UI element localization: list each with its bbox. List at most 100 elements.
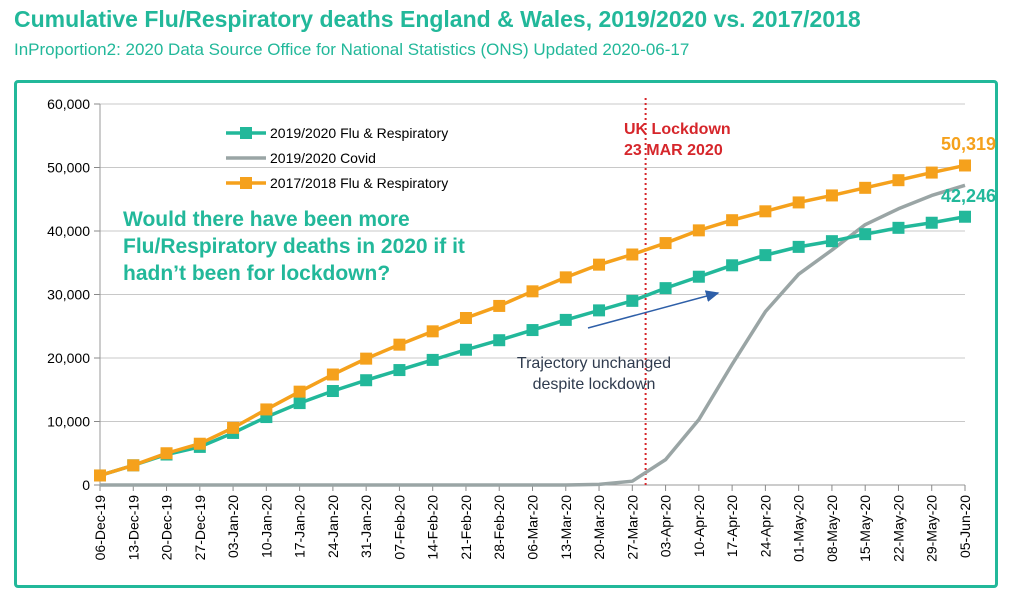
data-point-flu_2019	[459, 343, 472, 356]
x-tick-label: 20-Mar-20	[591, 495, 607, 560]
lockdown-label: UK Lockdown	[624, 121, 731, 138]
data-point-flu_2019	[626, 294, 639, 307]
x-axis-ticks: 06-Dec-19 13-Dec-19 20-Dec-19 27-Dec-19 03-J…	[92, 485, 973, 562]
question-text: Flu/Respiratory deaths in 2020 if it	[123, 235, 465, 258]
series-line-covid	[100, 183, 966, 487]
data-point-flu_2017	[193, 437, 206, 450]
x-tick-label: 27-Mar-20	[624, 495, 640, 560]
data-point-flu_2017	[593, 258, 606, 271]
x-tick-label: 05-Jun-20	[957, 495, 973, 558]
data-point-flu_2017	[127, 459, 140, 472]
data-point-flu_2017	[925, 166, 938, 179]
y-tick-label: 30,000	[47, 287, 90, 303]
data-point-flu_2019	[526, 324, 539, 337]
data-point-flu_2019	[759, 249, 772, 262]
data-point-flu_2019	[426, 353, 439, 366]
lockdown-date-label: 23 MAR 2020	[624, 142, 723, 159]
y-tick-label: 20,000	[47, 350, 90, 366]
y-tick-label: 60,000	[47, 96, 90, 112]
x-tick-label: 03-Apr-20	[658, 495, 674, 557]
x-tick-label: 17-Jan-20	[292, 495, 308, 558]
data-point-flu_2017	[426, 325, 439, 338]
y-tick-label: 50,000	[47, 160, 90, 176]
x-tick-label: 31-Jan-20	[358, 495, 374, 558]
data-point-flu_2019	[959, 210, 971, 223]
legend-marker-flu_2019	[240, 127, 252, 139]
data-point-flu_2019	[593, 304, 606, 317]
data-point-flu_2019	[293, 397, 306, 410]
data-point-flu_2019	[360, 374, 373, 387]
legend-marker-flu_2017	[240, 177, 252, 189]
x-tick-label: 13-Mar-20	[558, 495, 574, 560]
data-point-flu_2017	[726, 214, 739, 227]
data-point-flu_2019	[559, 313, 572, 326]
x-tick-label: 06-Dec-19	[92, 495, 108, 561]
data-point-flu_2019	[859, 228, 872, 241]
trajectory-arrow	[587, 290, 720, 329]
y-axis-ticks: 0 10,000 20,000 30,000 40,000 50,000 60,000	[47, 96, 90, 493]
data-point-flu_2017	[326, 368, 339, 381]
y-tick-label: 10,000	[47, 414, 90, 430]
x-tick-label: 21-Feb-20	[458, 495, 474, 560]
x-tick-label: 24-Apr-20	[757, 495, 773, 557]
question-text: Would there have been more	[123, 208, 410, 231]
data-point-flu_2017	[692, 224, 705, 237]
data-point-flu_2017	[393, 338, 406, 351]
x-tick-label: 29-May-20	[924, 495, 940, 562]
data-point-flu_2017	[626, 248, 639, 261]
x-tick-label: 14-Feb-20	[425, 495, 441, 560]
data-point-flu_2017	[892, 174, 905, 187]
legend-label-covid: 2019/2020 Covid	[270, 150, 376, 166]
x-tick-label: 06-Mar-20	[525, 495, 541, 560]
annotations: UK Lockdown 23 MAR 2020 Would there have b…	[123, 121, 996, 393]
x-tick-label: 07-Feb-20	[391, 495, 407, 560]
data-point-flu_2017	[792, 196, 805, 209]
trajectory-label: despite lockdown	[533, 376, 656, 393]
data-point-flu_2017	[959, 159, 971, 172]
data-point-flu_2017	[360, 352, 373, 365]
data-point-flu_2019	[726, 259, 739, 272]
x-tick-label: 01-May-20	[791, 495, 807, 562]
x-tick-label: 22-May-20	[890, 495, 906, 562]
y-tick-label: 0	[82, 477, 90, 493]
data-point-flu_2017	[559, 271, 572, 284]
data-point-flu_2017	[493, 299, 506, 312]
x-tick-label: 17-Apr-20	[724, 495, 740, 557]
series-group	[94, 159, 971, 487]
data-point-flu_2019	[692, 270, 705, 283]
data-point-flu_2017	[825, 189, 838, 202]
x-tick-label: 15-May-20	[857, 495, 873, 562]
chart-title: Cumulative Flu/Respiratory deaths Englan…	[14, 6, 861, 32]
x-tick-label: 03-Jan-20	[225, 495, 241, 558]
data-point-flu_2019	[326, 385, 339, 398]
legend-label-flu_2017: 2017/2018 Flu & Respiratory	[270, 175, 448, 191]
data-point-flu_2019	[792, 240, 805, 253]
chart-frame	[14, 80, 998, 588]
data-point-flu_2019	[393, 364, 406, 377]
x-tick-label: 27-Dec-19	[192, 495, 208, 561]
end-label-2017: 50,319	[941, 134, 996, 154]
x-tick-label: 10-Jan-20	[258, 495, 274, 558]
data-point-flu_2017	[759, 205, 772, 218]
data-point-flu_2017	[260, 403, 273, 416]
data-point-flu_2017	[859, 181, 872, 194]
data-point-flu_2019	[825, 235, 838, 248]
trajectory-label: Trajectory unchanged	[517, 355, 671, 372]
data-point-flu_2017	[659, 237, 672, 250]
data-point-flu_2019	[659, 282, 672, 295]
x-tick-label: 08-May-20	[824, 495, 840, 562]
data-point-flu_2019	[493, 334, 506, 347]
data-point-flu_2019	[925, 216, 938, 229]
data-point-flu_2017	[293, 385, 306, 398]
chart-subtitle: InProportion2: 2020 Data Source Office f…	[14, 40, 690, 59]
question-text: hadn’t been for lockdown?	[123, 262, 390, 285]
data-point-flu_2017	[160, 447, 173, 460]
legend: 2019/2020 Flu & Respiratory 2019/2020 Cov…	[226, 125, 448, 191]
legend-label-flu_2019: 2019/2020 Flu & Respiratory	[270, 125, 448, 141]
x-tick-label: 13-Dec-19	[125, 495, 141, 561]
x-tick-label: 20-Dec-19	[159, 495, 175, 561]
x-tick-label: 10-Apr-20	[691, 495, 707, 557]
data-point-flu_2017	[526, 285, 539, 298]
end-label-2019: 42,246	[941, 186, 996, 206]
